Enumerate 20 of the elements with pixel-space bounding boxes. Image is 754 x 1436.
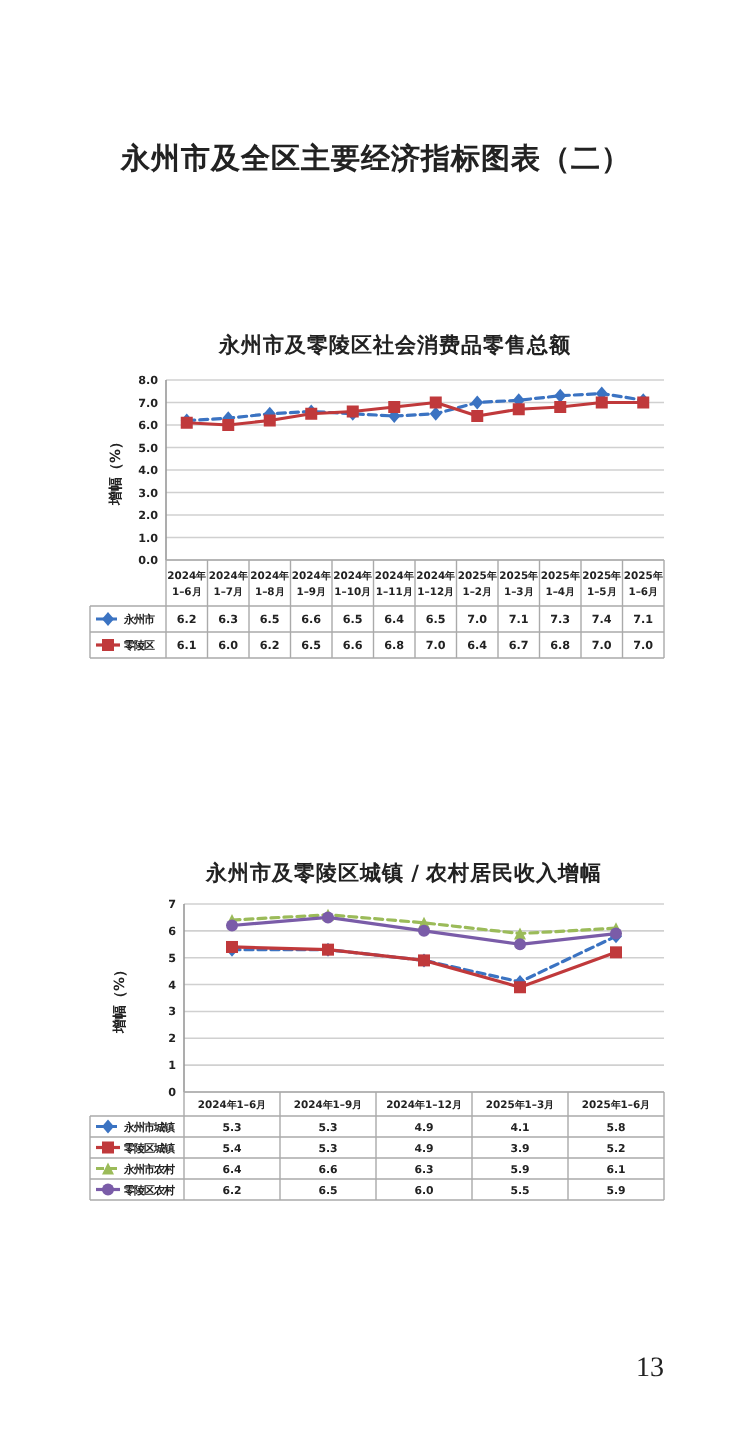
point [226,919,238,932]
point [595,396,608,409]
point [429,396,442,409]
point [512,403,525,416]
point [514,938,526,951]
point [471,410,484,422]
point [388,401,401,413]
point [418,924,430,937]
point [610,946,622,959]
point [514,981,526,994]
point [554,388,567,403]
chart-title: 永州市及零陵区城镇 / 农村居民收入增幅 [203,860,603,886]
point [471,395,484,410]
point [263,414,276,427]
point [429,406,442,421]
point [222,419,235,431]
point [554,401,567,413]
text: 13 [636,1354,664,1384]
text: 永州市及全区主要经济指标图表（二） [119,140,631,176]
chart-title: 永州市及零陵区社会消费品零售总额 [217,332,573,358]
